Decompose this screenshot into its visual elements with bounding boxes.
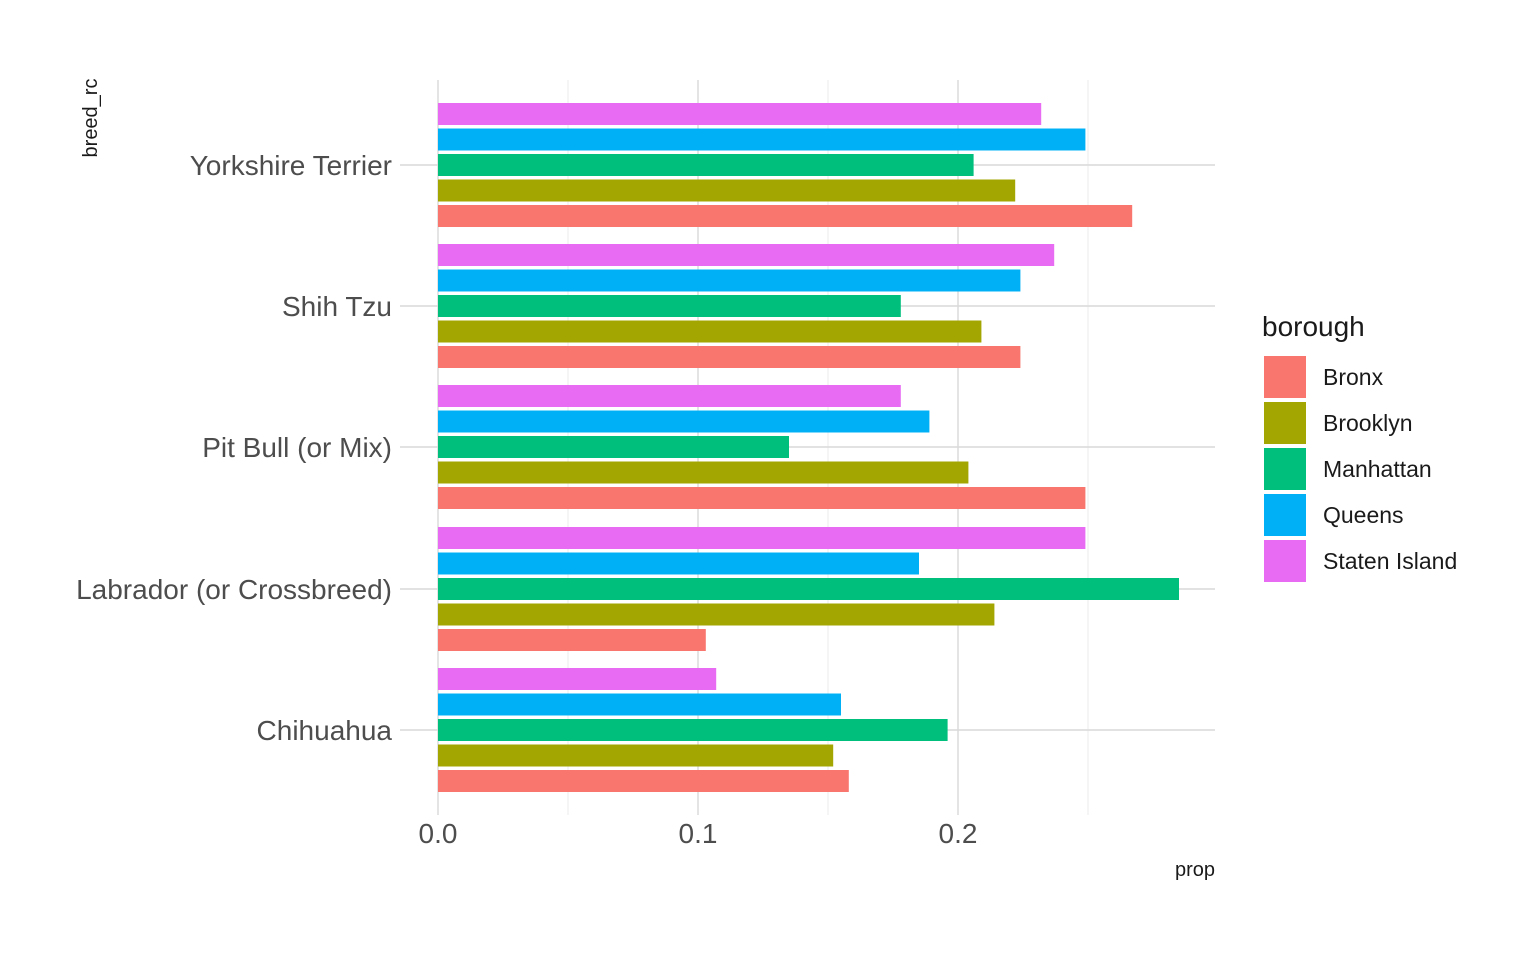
bar-staten-island-chihuahua	[438, 668, 717, 690]
x-tick-label: 0.0	[419, 818, 458, 849]
bar-brooklyn-labrador-or-crossbreed	[438, 603, 995, 626]
bar-staten-island-pit-bull-or-mix	[438, 385, 901, 407]
bar-staten-island-shih-tzu	[438, 244, 1055, 266]
y-tick-label: Chihuahua	[257, 715, 393, 746]
y-axis-label: breed_rc	[80, 79, 102, 158]
bar-brooklyn-pit-bull-or-mix	[438, 461, 969, 484]
legend-key-staten-island	[1264, 540, 1306, 582]
x-tick-label: 0.2	[939, 818, 978, 849]
x-axis-label: prop	[1175, 859, 1215, 881]
legend-label: Manhattan	[1323, 456, 1432, 482]
legend-key-brooklyn	[1264, 402, 1306, 444]
bar-brooklyn-yorkshire-terrier	[438, 179, 1016, 202]
legend-key-manhattan	[1264, 448, 1306, 490]
bar-manhattan-chihuahua	[438, 719, 948, 741]
bar-manhattan-yorkshire-terrier	[438, 154, 974, 176]
x-tick-label: 0.1	[679, 818, 718, 849]
bar-staten-island-yorkshire-terrier	[438, 103, 1042, 125]
y-tick-label: Yorkshire Terrier	[190, 150, 392, 181]
y-tick-label: Pit Bull (or Mix)	[202, 432, 392, 463]
bar-bronx-labrador-or-crossbreed	[438, 629, 706, 651]
y-tick-label: Labrador (or Crossbreed)	[76, 574, 392, 605]
bar-bronx-chihuahua	[438, 770, 849, 792]
y-axis-ticks: Chihuahua Labrador (or Crossbreed) Pit Bul…	[76, 150, 392, 746]
legend-key-bronx	[1264, 356, 1306, 398]
legend-key-queens	[1264, 494, 1306, 536]
x-axis-ticks: 0.0 0.1 0.2	[419, 818, 978, 849]
bar-bronx-pit-bull-or-mix	[438, 487, 1086, 509]
bar-manhattan-shih-tzu	[438, 295, 901, 317]
bar-queens-shih-tzu	[438, 269, 1021, 292]
bar-staten-island-labrador-or-crossbreed	[438, 527, 1086, 549]
legend: borough Bronx Brooklyn Manhattan Queens Stat…	[1262, 311, 1457, 582]
bar-manhattan-pit-bull-or-mix	[438, 436, 789, 458]
bars	[438, 103, 1179, 792]
bar-queens-pit-bull-or-mix	[438, 410, 930, 433]
bar-manhattan-labrador-or-crossbreed	[438, 578, 1179, 600]
legend-label: Queens	[1323, 502, 1404, 528]
bar-queens-chihuahua	[438, 693, 841, 716]
legend-title: borough	[1262, 311, 1365, 342]
y-tick-label: Shih Tzu	[282, 291, 392, 322]
bar-queens-labrador-or-crossbreed	[438, 552, 919, 575]
bar-queens-yorkshire-terrier	[438, 128, 1086, 151]
bar-brooklyn-shih-tzu	[438, 320, 982, 343]
bar-bronx-yorkshire-terrier	[438, 205, 1133, 227]
legend-label: Bronx	[1323, 364, 1384, 390]
legend-label: Staten Island	[1323, 548, 1457, 574]
legend-label: Brooklyn	[1323, 410, 1412, 436]
bar-brooklyn-chihuahua	[438, 744, 834, 767]
bar-bronx-shih-tzu	[438, 346, 1021, 368]
